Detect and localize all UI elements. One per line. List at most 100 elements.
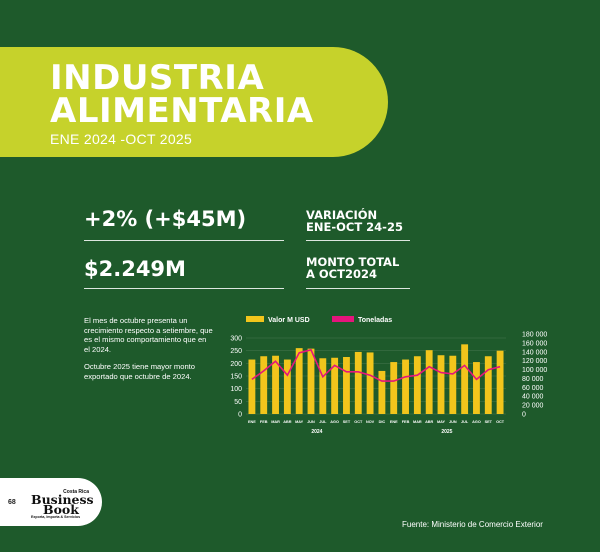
y-right-tick-label: 180 000 [522, 332, 547, 339]
logo-top-text: Costa Rica [63, 489, 89, 495]
x-tick-label: AGO [472, 420, 481, 424]
total-label-2: A OCT2024 [306, 267, 377, 281]
paragraph-2: Octubre 2025 tiene mayor monto exportado… [84, 362, 196, 381]
bar-13 [390, 362, 398, 414]
bar-9 [343, 357, 350, 414]
footer-badge [0, 478, 102, 526]
bar-20 [473, 362, 480, 414]
bar-7 [319, 358, 327, 414]
legend-label-bars: Valor M USD [268, 317, 310, 324]
combo-chart: Valor M USD Toneladas 300 250 200 150 100 50 0… [230, 316, 547, 435]
bar-4 [283, 359, 291, 414]
y-left-tick-label: 100 [230, 386, 242, 393]
y-right-tick-label: 100 000 [522, 367, 547, 374]
y-left-tick-label: 50 [234, 399, 242, 406]
chart-legend: Valor M USD Toneladas [246, 316, 392, 324]
y-right-tick-label: 60 000 [522, 385, 544, 392]
variation-label-2: ENE-OCT 24-25 [306, 220, 403, 234]
y-right-tick-label: 80 000 [522, 376, 544, 383]
x-tick-label: OCT [354, 420, 363, 424]
logo-tagline: Exporta, Importa & Servicios [31, 515, 81, 519]
y-right-tick-label: 40 000 [522, 394, 544, 401]
x-axis-year-groups: 2024 2025 [311, 429, 452, 435]
x-tick-label: OCT [496, 420, 505, 424]
bar-22 [496, 350, 504, 414]
x-tick-label: MAR [271, 420, 280, 424]
bar-19 [461, 344, 469, 414]
bar-6 [307, 348, 315, 414]
y-right-tick-label: 160 000 [522, 340, 547, 347]
y-right-tick-label: 120 000 [522, 358, 547, 365]
x-tick-label: FEB [260, 420, 268, 424]
x-tick-label: NOV [366, 420, 375, 424]
x-tick-label: ABR [283, 420, 291, 424]
page-number: 68 [8, 499, 16, 506]
left-axis-ticks: 300 250 200 150 100 50 0 [230, 336, 242, 419]
paragraph-1: El mes de octubre presenta un crecimient… [84, 316, 213, 354]
toneladas-line [251, 348, 501, 382]
y-left-tick-label: 0 [238, 412, 242, 419]
y-right-tick-label: 20 000 [522, 403, 544, 410]
x-tick-label: MAY [295, 420, 304, 424]
x-tick-label: JUN [449, 420, 457, 424]
x-tick-label: ENE [390, 420, 398, 424]
y-right-tick-label: 140 000 [522, 349, 547, 356]
bar-5 [295, 348, 303, 414]
bar-3 [272, 355, 279, 414]
bar-15 [413, 356, 421, 414]
y-right-tick-label: 0 [522, 412, 526, 419]
total-label: MONTO TOTAL A OCT2024 [306, 256, 399, 280]
title-line-2: ALIMENTARIA [50, 91, 314, 131]
x-tick-label: DIC [379, 420, 386, 424]
x-tick-label: JUL [319, 420, 327, 424]
y-left-tick-label: 150 [230, 374, 242, 381]
bar-18 [449, 355, 457, 414]
divider-right-1 [306, 240, 410, 241]
bar-8 [331, 357, 339, 414]
bar-1 [248, 359, 256, 414]
x-axis-categories: ENE FEB MAR ABR MAY JUN JUL AGO SET OCT NOV DIC ENE F… [248, 420, 505, 424]
divider-right-2 [306, 288, 410, 289]
x-tick-label: FEB [402, 420, 410, 424]
variation-label: VARIACIÓN ENE-OCT 24-25 [306, 209, 403, 233]
bar-10 [354, 351, 362, 414]
x-tick-label: MAR [413, 420, 422, 424]
x-tick-label: SET [343, 420, 351, 424]
x-group-label: 2025 [441, 429, 452, 435]
bar-2 [260, 356, 268, 414]
logo-line-2: Book [43, 502, 79, 517]
legend-swatch-line [332, 316, 354, 322]
bar-21 [484, 356, 492, 414]
description-text: El mes de octubre presenta un crecimient… [84, 316, 214, 390]
bar-12 [378, 370, 386, 414]
y-left-tick-label: 300 [230, 336, 242, 343]
x-tick-label: SET [485, 420, 493, 424]
bar-16 [425, 350, 433, 414]
page-title: INDUSTRIA ALIMENTARIA [50, 58, 314, 131]
x-tick-label: JUN [307, 420, 315, 424]
x-tick-label: ABR [425, 420, 433, 424]
title-banner [0, 47, 388, 157]
legend-label-line: Toneladas [358, 317, 392, 324]
business-book-logo: Costa Rica Business Book Exporta, Import… [31, 489, 94, 519]
logo-line-1: Business [31, 492, 94, 507]
bar-11 [366, 352, 374, 414]
title-line-1: INDUSTRIA [50, 58, 265, 98]
y-left-tick-label: 200 [230, 361, 242, 368]
x-tick-label: AGO [330, 420, 339, 424]
total-value: $2.249M [84, 257, 186, 281]
x-tick-label: MAY [437, 420, 446, 424]
x-group-label: 2024 [311, 429, 322, 435]
source-note: Fuente: Ministerio de Comercio Exterior [402, 520, 543, 529]
bar-14 [402, 359, 409, 414]
divider-left-1 [84, 240, 284, 241]
x-tick-label: ENE [248, 420, 256, 424]
chart-bars [248, 344, 504, 414]
y-left-tick-label: 250 [230, 348, 242, 355]
total-label-1: MONTO TOTAL [306, 255, 400, 269]
variation-value: +2% (+$45M) [84, 207, 247, 231]
date-range-subtitle: ENE 2024 -OCT 2025 [50, 131, 193, 147]
variation-label-1: VARIACIÓN [306, 208, 378, 222]
bar-17 [437, 355, 445, 414]
